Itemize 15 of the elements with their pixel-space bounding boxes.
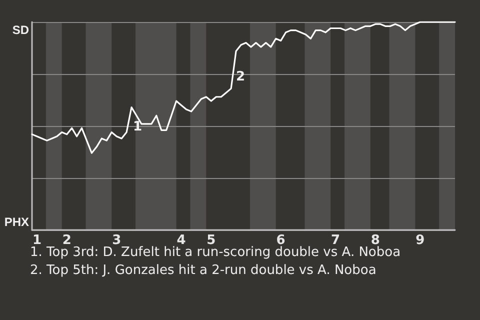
x-tick-label: 2 [62,233,72,248]
text: 1. Top 3rd: D. Zufelt hit a run-scoring double vs A. Noboa [30,245,401,260]
x-tick-label: 5 [206,233,216,248]
x-tick-label: 8 [370,233,380,248]
x-tick-label: 9 [416,233,425,248]
annotation: 1 [133,120,142,134]
x-tick-label: 7 [331,233,340,248]
text: SD [12,23,30,37]
text: PHX [4,215,29,229]
x-tick-label: 4 [176,233,186,248]
x-tick-label: 1 [32,233,42,248]
x-tick-label: 3 [112,233,122,248]
x-tick-label: 6 [276,233,286,248]
annotation: 2 [236,70,246,84]
text: 2. Top 5th: J. Gonzales hit a 2-run double vs A. Noboa [30,263,376,278]
